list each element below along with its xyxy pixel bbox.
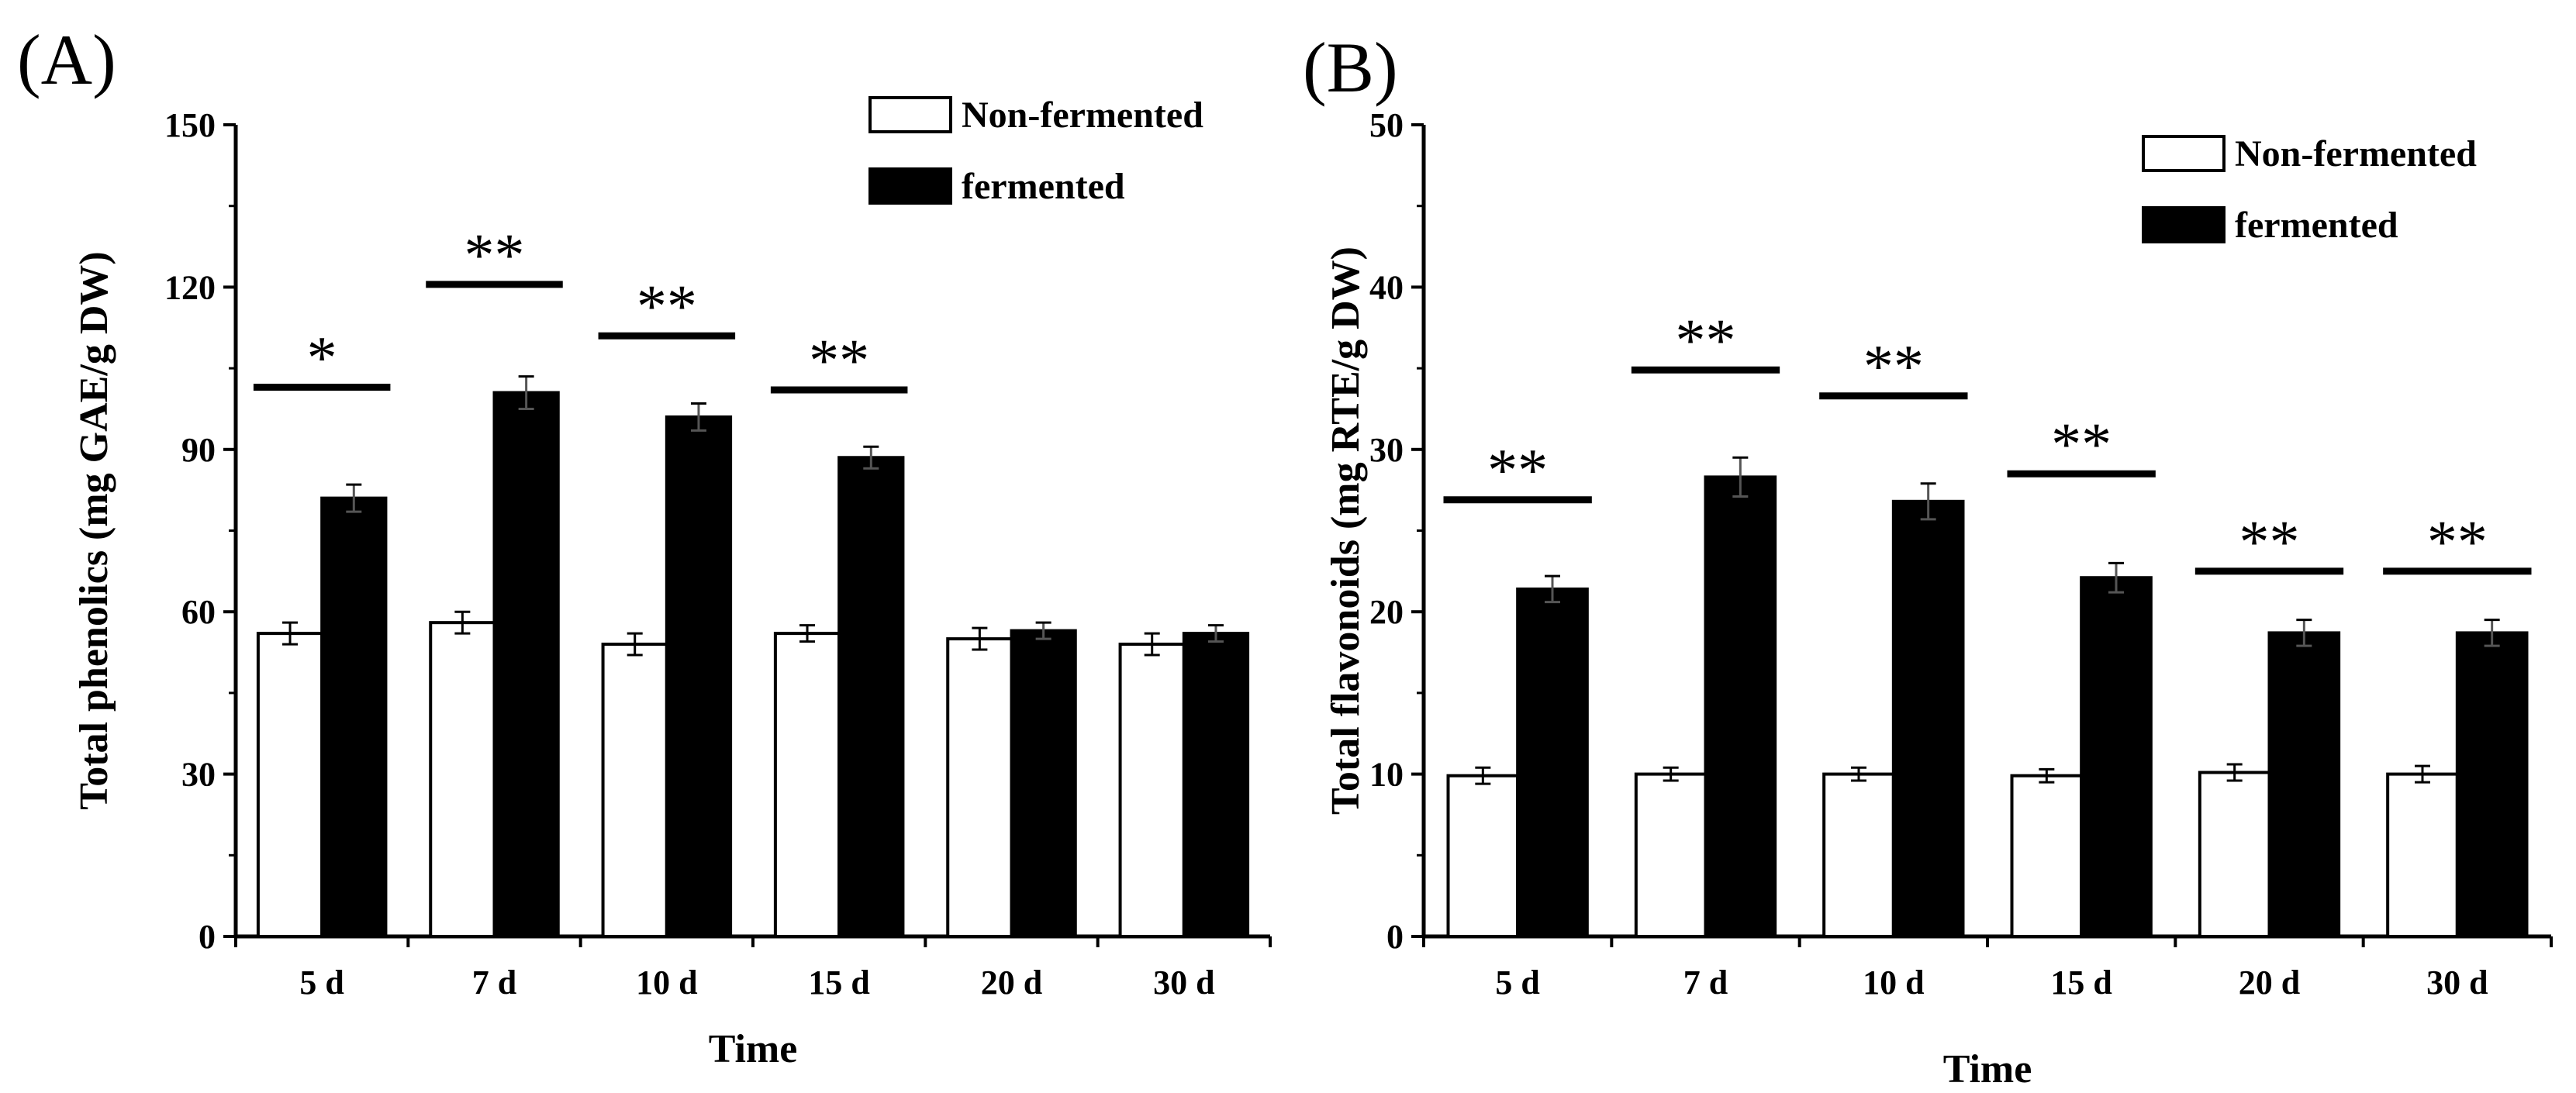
legend-swatch-non-fermented <box>2142 135 2226 172</box>
significance-label: ** <box>1487 436 1548 504</box>
bar-fermented <box>492 391 560 938</box>
x-tick-label: 30 d <box>1153 964 1214 1002</box>
bar-non-fermented <box>2010 774 2084 938</box>
bar-fermented <box>1010 629 1077 938</box>
significance-label: ** <box>809 326 869 394</box>
legend-swatch-fermented <box>2142 206 2226 243</box>
x-tick-label: 10 d <box>1863 964 1924 1002</box>
bar-non-fermented <box>601 643 668 939</box>
x-tick-label: 7 d <box>472 964 516 1002</box>
bar-fermented <box>2080 576 2153 938</box>
y-tick-label: 0 <box>1386 918 1404 956</box>
legend-swatch-non-fermented <box>868 96 952 133</box>
y-tick-label: 50 <box>1369 106 1404 144</box>
bar-fermented <box>1704 475 1777 938</box>
x-tick-label: 15 d <box>808 964 869 1002</box>
panel-label: (A) <box>17 20 116 99</box>
legend-swatch-fermented <box>868 167 952 205</box>
bar-fermented <box>665 415 733 938</box>
bar-fermented <box>1891 499 1965 938</box>
significance-label: * <box>307 324 337 391</box>
significance-label: ** <box>1676 306 1736 374</box>
y-tick-label: 0 <box>199 918 216 956</box>
y-tick-label: 20 <box>1369 593 1404 631</box>
x-tick-label: 10 d <box>636 964 697 1002</box>
bar-non-fermented <box>429 621 496 938</box>
bar-fermented <box>320 496 388 938</box>
y-tick-label: 60 <box>181 593 216 631</box>
x-tick-label: 15 d <box>2050 964 2112 1002</box>
bar-non-fermented <box>1118 643 1186 939</box>
panel-label: (B) <box>1303 28 1398 107</box>
x-tick-label: 30 d <box>2426 964 2488 1002</box>
legend-label: fermented <box>2235 205 2398 246</box>
bar-non-fermented <box>1634 772 1708 938</box>
x-tick-label: 20 d <box>981 964 1042 1002</box>
panel-b-chart: (B) 0 10 20 30 40 50 5 d 7 d 10 d 15 d 20 d 30 d ** **… <box>1303 28 2553 1091</box>
bar-non-fermented <box>1446 774 1520 938</box>
x-axis-title: Time <box>709 1027 798 1071</box>
y-axis-title: Total flavonoids (mg RTE/g DW) <box>1324 247 1368 815</box>
significance-label: ** <box>637 272 697 340</box>
legend-label: Non-fermented <box>962 95 1203 136</box>
x-tick-label: 7 d <box>1683 964 1728 1002</box>
bar-non-fermented <box>773 632 841 938</box>
significance-label: ** <box>1863 333 1924 400</box>
x-axis-title: Time <box>1943 1047 2032 1091</box>
bar-non-fermented <box>2198 771 2271 938</box>
y-tick-label: 30 <box>181 756 216 794</box>
bar-fermented <box>837 456 905 938</box>
bar-fermented <box>1516 587 1589 938</box>
bar-fermented <box>1182 632 1250 938</box>
significance-label: ** <box>2051 410 2112 478</box>
legend-label: Non-fermented <box>2235 133 2477 174</box>
significance-label: ** <box>2239 508 2300 575</box>
y-tick-label: 120 <box>164 268 216 306</box>
x-tick-label: 5 d <box>1495 964 1539 1002</box>
legend-label: fermented <box>962 166 1125 207</box>
y-tick-label: 30 <box>1369 431 1404 469</box>
y-tick-label: 10 <box>1369 756 1404 794</box>
bar-non-fermented <box>256 632 324 938</box>
significance-label: ** <box>464 221 525 288</box>
y-axis-title: Total phenolics (mg GAE/g DW) <box>72 251 116 809</box>
bar-fermented <box>2455 631 2529 938</box>
x-tick-label: 20 d <box>2239 964 2300 1002</box>
y-tick-label: 150 <box>164 106 216 144</box>
bar-non-fermented <box>1822 772 1895 938</box>
x-tick-label: 5 d <box>299 964 344 1002</box>
bar-non-fermented <box>2386 772 2459 938</box>
y-tick-label: 40 <box>1369 268 1404 306</box>
bar-non-fermented <box>946 637 1013 938</box>
y-tick-label: 90 <box>181 431 216 469</box>
bar-fermented <box>2267 631 2341 938</box>
significance-label: ** <box>2427 508 2488 575</box>
